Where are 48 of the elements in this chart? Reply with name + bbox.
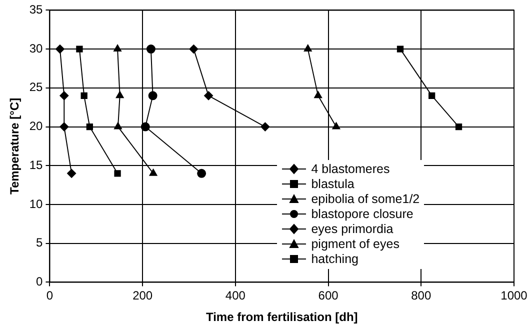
point: [332, 122, 340, 130]
legend-label: blastula: [311, 176, 354, 192]
legend-label: eyes primordia: [311, 222, 394, 237]
legend-label: hatching: [311, 252, 358, 267]
point: [76, 46, 83, 52]
point: [428, 92, 436, 100]
point: [455, 123, 462, 130]
point: [149, 168, 158, 176]
y-tick-label: 0: [36, 274, 44, 289]
x-tick-label: 1000: [500, 288, 528, 303]
x-tick-label: 800: [411, 288, 432, 303]
point: [60, 91, 69, 100]
point: [189, 44, 198, 54]
y-tick-label: 25: [29, 80, 44, 94]
point: [114, 122, 122, 130]
y-tick-label: 5: [36, 236, 44, 250]
point: [197, 168, 206, 178]
point: [116, 91, 124, 98]
point: [314, 91, 322, 98]
x-tick-label: 400: [225, 288, 246, 303]
y-tick-label: 35: [29, 2, 44, 17]
point: [260, 122, 270, 132]
x-tick-label: 600: [318, 288, 339, 303]
point: [114, 44, 122, 52]
legend-label: blastopore closure: [311, 206, 414, 222]
point: [67, 168, 76, 178]
point: [146, 44, 156, 54]
point: [60, 122, 69, 132]
point: [140, 122, 150, 132]
y-tick-label: 15: [29, 158, 44, 172]
point: [80, 92, 88, 100]
point: [86, 123, 93, 130]
point: [148, 91, 158, 100]
point: [204, 91, 214, 100]
legend-label: 4 blastomeres: [311, 162, 390, 177]
x-tick-label: 200: [132, 288, 153, 303]
y-tick-label: 10: [29, 196, 44, 211]
y-tick-label: 20: [29, 119, 44, 134]
point: [55, 44, 64, 54]
legend-label: epibolia of some1/2: [311, 192, 420, 207]
point: [304, 44, 312, 52]
legend-label: pigment of eyes: [311, 236, 400, 252]
x-tick-label: 0: [46, 288, 54, 303]
point: [396, 46, 404, 52]
y-axis-title: Temperature [°C]: [8, 98, 22, 194]
y-tick-label: 30: [29, 41, 44, 56]
point: [114, 170, 121, 177]
x-axis-title: Time from fertilisation [dh]: [206, 310, 358, 324]
